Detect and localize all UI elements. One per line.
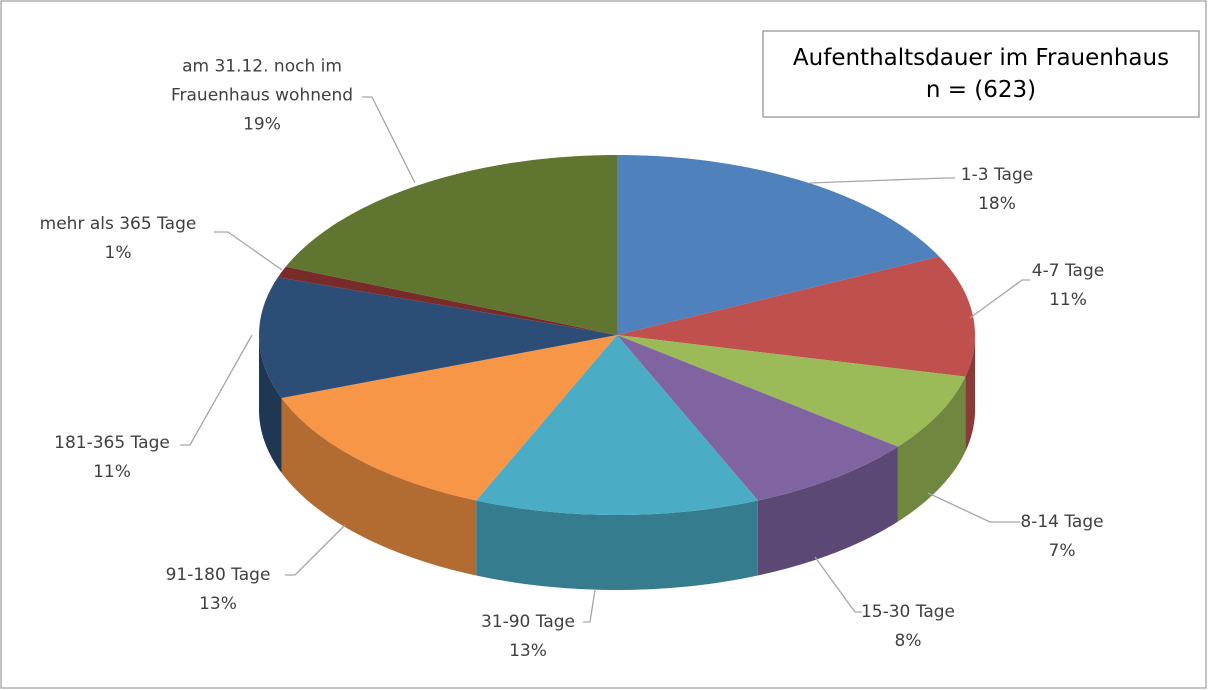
pie-slice bbox=[259, 277, 617, 399]
value-label: 8% bbox=[894, 631, 922, 651]
value-label: 7% bbox=[1048, 541, 1076, 561]
pie-slice-side bbox=[281, 398, 477, 576]
leader-line bbox=[362, 96, 416, 184]
pie-slice-side bbox=[757, 446, 898, 576]
category-label: 8-14 Tage bbox=[1020, 512, 1104, 532]
title-box bbox=[762, 30, 1200, 118]
data-label: 4-7 Tage 11% bbox=[958, 257, 1178, 315]
value-label: 19% bbox=[243, 114, 281, 135]
category-label: mehr als 365 Tage bbox=[39, 214, 197, 234]
leader-line bbox=[214, 231, 283, 271]
pie-slice bbox=[277, 266, 617, 335]
title-block: Aufenthaltsdauer im Frauenhaus n = (623) bbox=[763, 31, 1199, 117]
pie-slice bbox=[617, 155, 940, 335]
pie-slice-side bbox=[476, 500, 758, 590]
pie-slice-side bbox=[259, 335, 282, 474]
leader-line bbox=[809, 177, 955, 184]
leader-line bbox=[583, 589, 596, 623]
data-label: 8-14 Tage 7% bbox=[952, 508, 1172, 566]
chart-subtitle: n = (623) bbox=[925, 77, 1037, 103]
pie-slice bbox=[476, 335, 758, 515]
pie-slice bbox=[617, 335, 898, 501]
leader-line bbox=[814, 556, 862, 613]
value-label: 18% bbox=[978, 194, 1016, 214]
data-label: am 31.12. noch im Frauenhaus wohnend 19% bbox=[152, 53, 372, 140]
pie-slice-side bbox=[897, 376, 966, 522]
leader-line bbox=[180, 334, 253, 446]
pie-slice bbox=[285, 155, 617, 335]
leader-line bbox=[285, 524, 346, 576]
data-label: mehr als 365 Tage 1% bbox=[8, 210, 228, 268]
pie-slice bbox=[617, 256, 975, 377]
category-label: 181-365 Tage bbox=[54, 433, 170, 453]
value-label: 11% bbox=[93, 462, 131, 482]
category-label: 31-90 Tage bbox=[480, 612, 576, 632]
data-label: 31-90 Tage 13% bbox=[418, 608, 638, 666]
leader-line bbox=[927, 492, 1020, 523]
value-label: 1% bbox=[104, 243, 132, 263]
value-label: 13% bbox=[199, 594, 237, 614]
pie-slice bbox=[617, 335, 966, 447]
category-label: am 31.12. noch im Frauenhaus wohnend bbox=[170, 56, 354, 106]
pie-slice bbox=[281, 335, 617, 501]
chart-title: Aufenthaltsdauer im Frauenhaus bbox=[792, 45, 1170, 71]
data-label: 181-365 Tage 11% bbox=[2, 429, 222, 487]
category-label: 4-7 Tage bbox=[1031, 261, 1105, 281]
value-label: 11% bbox=[1049, 290, 1087, 310]
category-label: 91-180 Tage bbox=[165, 565, 271, 585]
pie-slice-side bbox=[965, 335, 975, 452]
data-label: 15-30 Tage 8% bbox=[798, 598, 1018, 656]
data-label: 1-3 Tage 18% bbox=[887, 161, 1107, 219]
value-label: 13% bbox=[509, 641, 547, 661]
data-label: 91-180 Tage 13% bbox=[108, 561, 328, 619]
leader-line bbox=[969, 279, 1030, 319]
category-label: 1-3 Tage bbox=[960, 165, 1034, 185]
category-label: 15-30 Tage bbox=[860, 602, 956, 622]
